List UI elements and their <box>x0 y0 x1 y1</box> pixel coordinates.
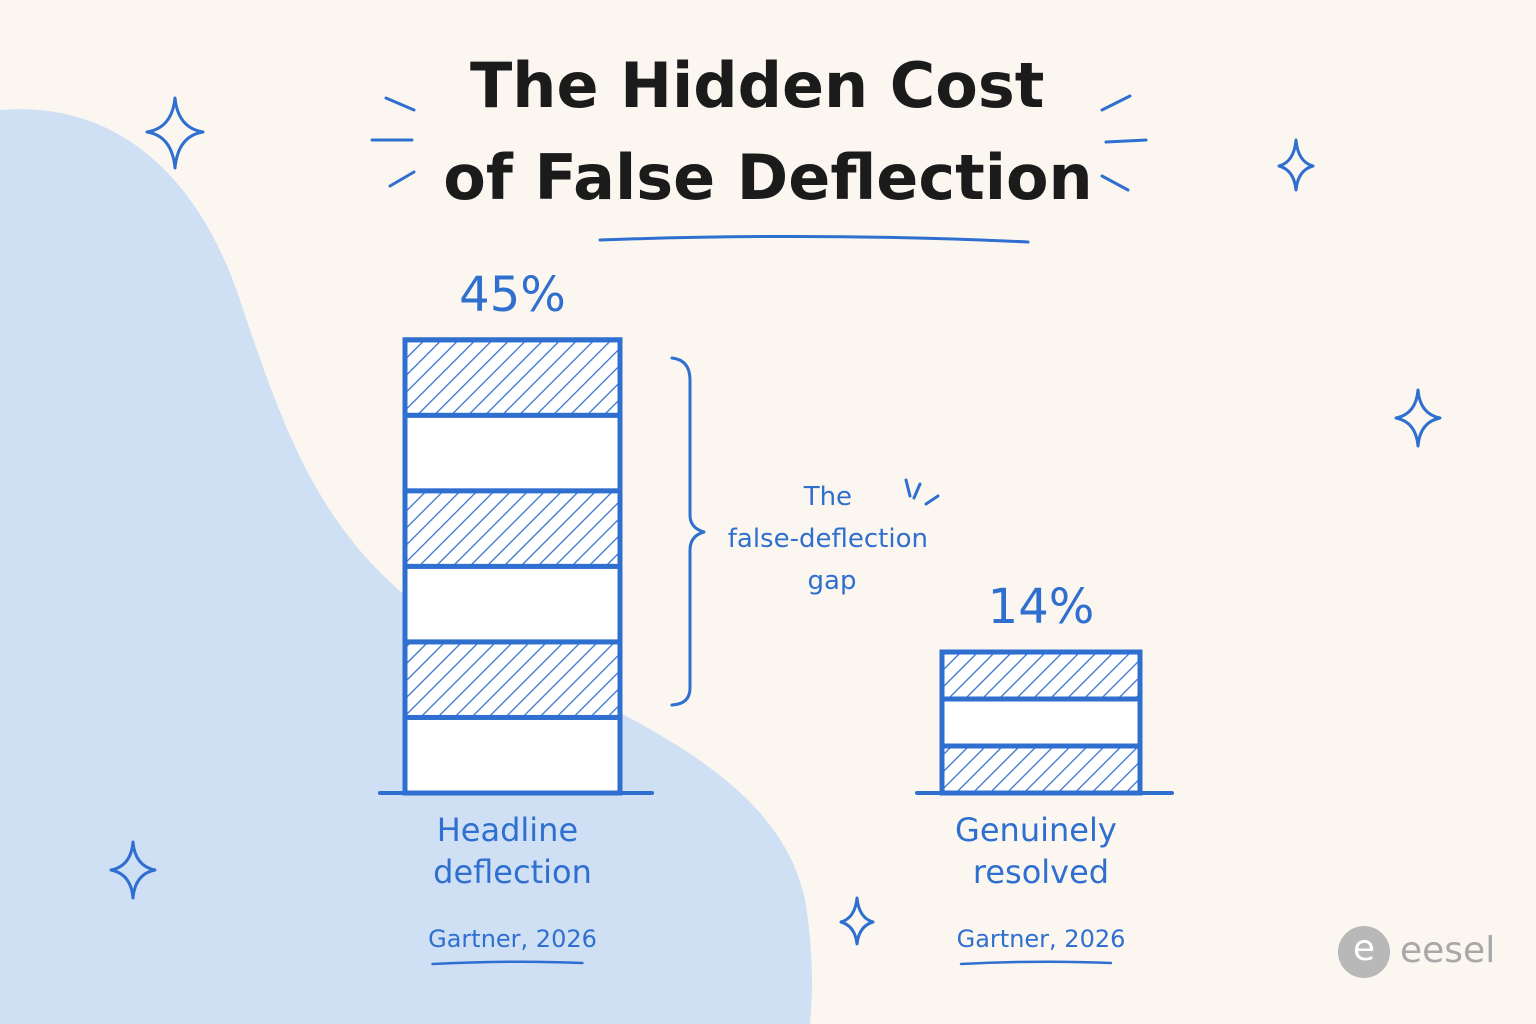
value-label: 45% <box>459 267 566 323</box>
source-label: Gartner, 2026 <box>428 925 597 953</box>
chart-title: The Hidden Cost of False Deflection <box>443 49 1092 214</box>
bar-band <box>402 639 623 720</box>
source-underline <box>959 960 1113 966</box>
logo-text: eesel <box>1400 930 1495 971</box>
bar-band <box>402 714 623 796</box>
bar-band <box>939 743 1143 796</box>
svg-text:e: e <box>1353 928 1375 969</box>
bar-band <box>402 563 623 645</box>
value-label: 14% <box>988 579 1095 635</box>
bar-band <box>402 337 623 418</box>
bar-band <box>939 696 1143 749</box>
category-label: Headline deflection <box>433 811 592 891</box>
source-label: Gartner, 2026 <box>957 925 1126 953</box>
annotation: The false-deflection gap <box>728 482 936 596</box>
bar-band <box>939 649 1143 702</box>
bar-band <box>402 488 623 569</box>
logo: e eesel <box>1338 926 1495 978</box>
sparkles <box>109 94 1442 946</box>
source-underline <box>431 960 584 966</box>
bar-band <box>402 412 623 494</box>
category-label: Genuinely resolved <box>955 811 1127 891</box>
